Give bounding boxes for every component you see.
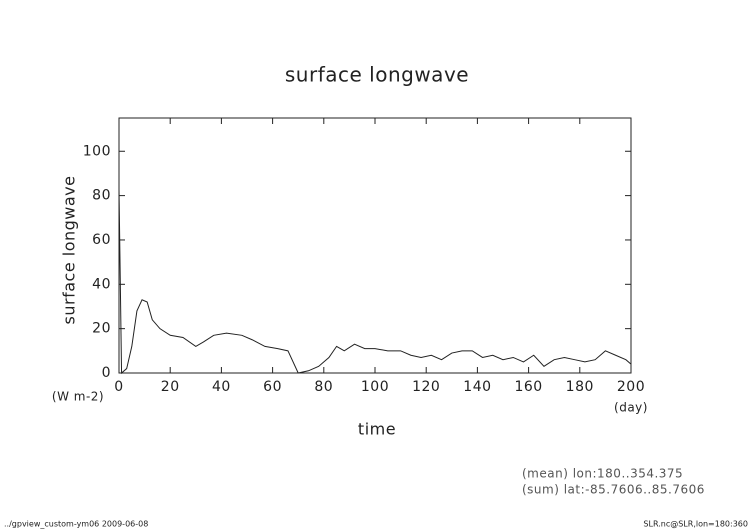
footer-right: SLR.nc@SLR,lon=180:360 xyxy=(643,520,748,529)
x-tick-label: 0 xyxy=(114,379,123,395)
plot-frame xyxy=(118,117,632,374)
x-axis-label: time xyxy=(358,420,396,439)
x-tick-label: 20 xyxy=(161,379,180,395)
x-tick-label: 40 xyxy=(212,379,231,395)
y-tick-label: 60 xyxy=(92,232,111,248)
x-units: (day) xyxy=(614,401,648,415)
x-tick-label: 200 xyxy=(617,379,645,395)
y-axis-label: surface longwave xyxy=(60,176,79,325)
y-tick-label: 40 xyxy=(92,276,111,292)
y-tick-label: 100 xyxy=(83,143,111,159)
x-tick-label: 140 xyxy=(463,379,491,395)
chart-title: surface longwave xyxy=(285,63,469,87)
x-tick-label: 100 xyxy=(361,379,389,395)
x-tick-label: 80 xyxy=(314,379,333,395)
x-tick-label: 160 xyxy=(514,379,542,395)
annotation: (mean) lon:180..354.375 xyxy=(522,467,683,481)
annotation: (sum) lat:-85.7606..85.7606 xyxy=(522,483,705,497)
data-line xyxy=(118,188,632,375)
y-units: (W m-2) xyxy=(52,390,104,404)
footer-left: ../gpview_custom-ym06 2009-06-08 xyxy=(4,520,148,529)
x-tick-label: 120 xyxy=(412,379,440,395)
y-tick-label: 80 xyxy=(92,188,111,204)
y-tick-label: 0 xyxy=(102,365,111,381)
x-tick-label: 60 xyxy=(263,379,282,395)
x-tick-label: 180 xyxy=(566,379,594,395)
y-tick-label: 20 xyxy=(92,321,111,337)
